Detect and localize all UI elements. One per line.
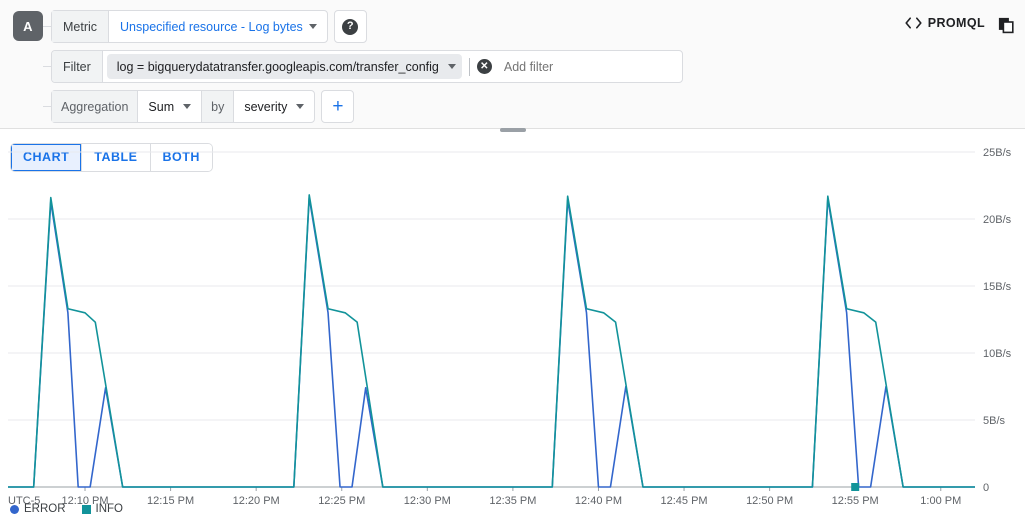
legend-label-error: ERROR (24, 503, 66, 515)
filter-label: Filter (52, 51, 103, 82)
x-axis-tick-label: 12:15 PM (147, 495, 194, 507)
connector-line-aggregation (43, 106, 51, 107)
x-axis-tick-label: 1:00 PM (920, 495, 961, 507)
legend-swatch-info (81, 504, 91, 514)
tab-both[interactable]: BOTH (150, 144, 212, 171)
x-axis-tick-label: 12:30 PM (404, 495, 451, 507)
y-axis-tick-label: 0 (983, 482, 989, 494)
y-axis-tick-label: 10B/s (983, 348, 1012, 360)
legend-swatch-error (10, 504, 19, 514)
x-axis-tick-label: 12:45 PM (660, 495, 707, 507)
x-axis-tick-label: 12:20 PM (233, 495, 280, 507)
metric-field[interactable]: Metric Unspecified resource - Log bytes (51, 10, 328, 43)
metric-selector[interactable]: Unspecified resource - Log bytes (109, 11, 327, 42)
aggregation-field: Aggregation Sum by severity (51, 90, 316, 123)
aggregation-function-value: Sum (148, 99, 175, 114)
chevron-down-icon (296, 104, 305, 109)
connector-line-metric (43, 26, 51, 27)
series-line-info[interactable] (8, 194, 975, 488)
panel-resize-handle[interactable] (499, 128, 526, 132)
code-brackets-icon (905, 17, 922, 29)
metric-value: Unspecified resource - Log bytes (120, 19, 303, 34)
chart-legend: ERROR INFO (10, 503, 123, 515)
legend-item-error[interactable]: ERROR (10, 503, 66, 515)
filter-chip-text: log = bigquerydatatransfer.googleapis.co… (116, 59, 439, 74)
chevron-down-icon[interactable] (447, 64, 456, 69)
y-axis-tick-label: 20B/s (983, 214, 1012, 226)
filter-row: Filter log = bigquerydatatransfer.google… (51, 50, 683, 83)
chart-panel: CHART TABLE BOTH 0 5B/s 10B/s 15B/s 20B/s 25B… (0, 133, 1025, 528)
aggregation-label: Aggregation (52, 91, 139, 122)
y-axis-tick-label: 15B/s (983, 281, 1012, 293)
tab-table[interactable]: TABLE (82, 144, 151, 171)
metric-row: Metric Unspecified resource - Log bytes … (51, 10, 367, 43)
promql-label: PROMQL (927, 16, 985, 30)
y-axis-tick-label: 25B/s (983, 147, 1012, 159)
group-by-value: severity (244, 99, 288, 114)
aggregation-by-label: by (202, 91, 235, 122)
legend-item-info[interactable]: INFO (81, 503, 124, 515)
help-icon: ? (342, 18, 359, 35)
series-line-error[interactable] (8, 196, 975, 488)
metric-label: Metric (52, 11, 110, 42)
data-point-marker[interactable] (851, 483, 860, 491)
connector-line-filter (43, 66, 51, 67)
add-filter-input[interactable] (491, 51, 682, 82)
group-by-selector[interactable]: severity (234, 91, 314, 122)
y-axis-tick-label: 5B/s (983, 415, 1006, 427)
time-series-chart[interactable]: 0 5B/s 10B/s 15B/s 20B/s 25B/s 12:10 PM 12:15 P… (0, 133, 1025, 528)
clear-icon[interactable]: ✕ (476, 59, 492, 74)
promql-button[interactable]: PROMQL (905, 16, 985, 30)
tab-chart[interactable]: CHART (11, 144, 83, 171)
x-axis-tick-label: 12:35 PM (489, 495, 536, 507)
duplicate-button[interactable] (995, 14, 1017, 36)
chevron-down-icon (308, 24, 317, 29)
x-axis-tick-label: 12:55 PM (832, 495, 879, 507)
duplicate-icon (998, 17, 1014, 33)
x-axis-tick-label: 12:50 PM (746, 495, 793, 507)
divider (468, 57, 470, 76)
aggregation-function-selector[interactable]: Sum (138, 91, 203, 122)
x-axis-tick-label: 12:40 PM (575, 495, 622, 507)
x-axis-tick-label: 12:10 PM (61, 495, 108, 507)
metric-help-button[interactable]: ? (333, 10, 367, 43)
query-builder: A Metric Unspecified resource - Log byte… (0, 0, 1025, 129)
add-aggregation-button[interactable]: + (321, 90, 355, 123)
timezone-label: UTC-5 (8, 495, 40, 507)
chevron-down-icon (183, 104, 192, 109)
query-badge-a[interactable]: A (13, 11, 43, 41)
filter-chip[interactable]: log = bigquerydatatransfer.googleapis.co… (106, 54, 462, 79)
x-axis-tick-label: 12:25 PM (318, 495, 365, 507)
filter-field: Filter log = bigquerydatatransfer.google… (51, 50, 683, 83)
legend-label-info: INFO (95, 503, 124, 515)
aggregation-row: Aggregation Sum by severity + (51, 90, 355, 123)
view-mode-tabs: CHART TABLE BOTH (11, 144, 212, 171)
